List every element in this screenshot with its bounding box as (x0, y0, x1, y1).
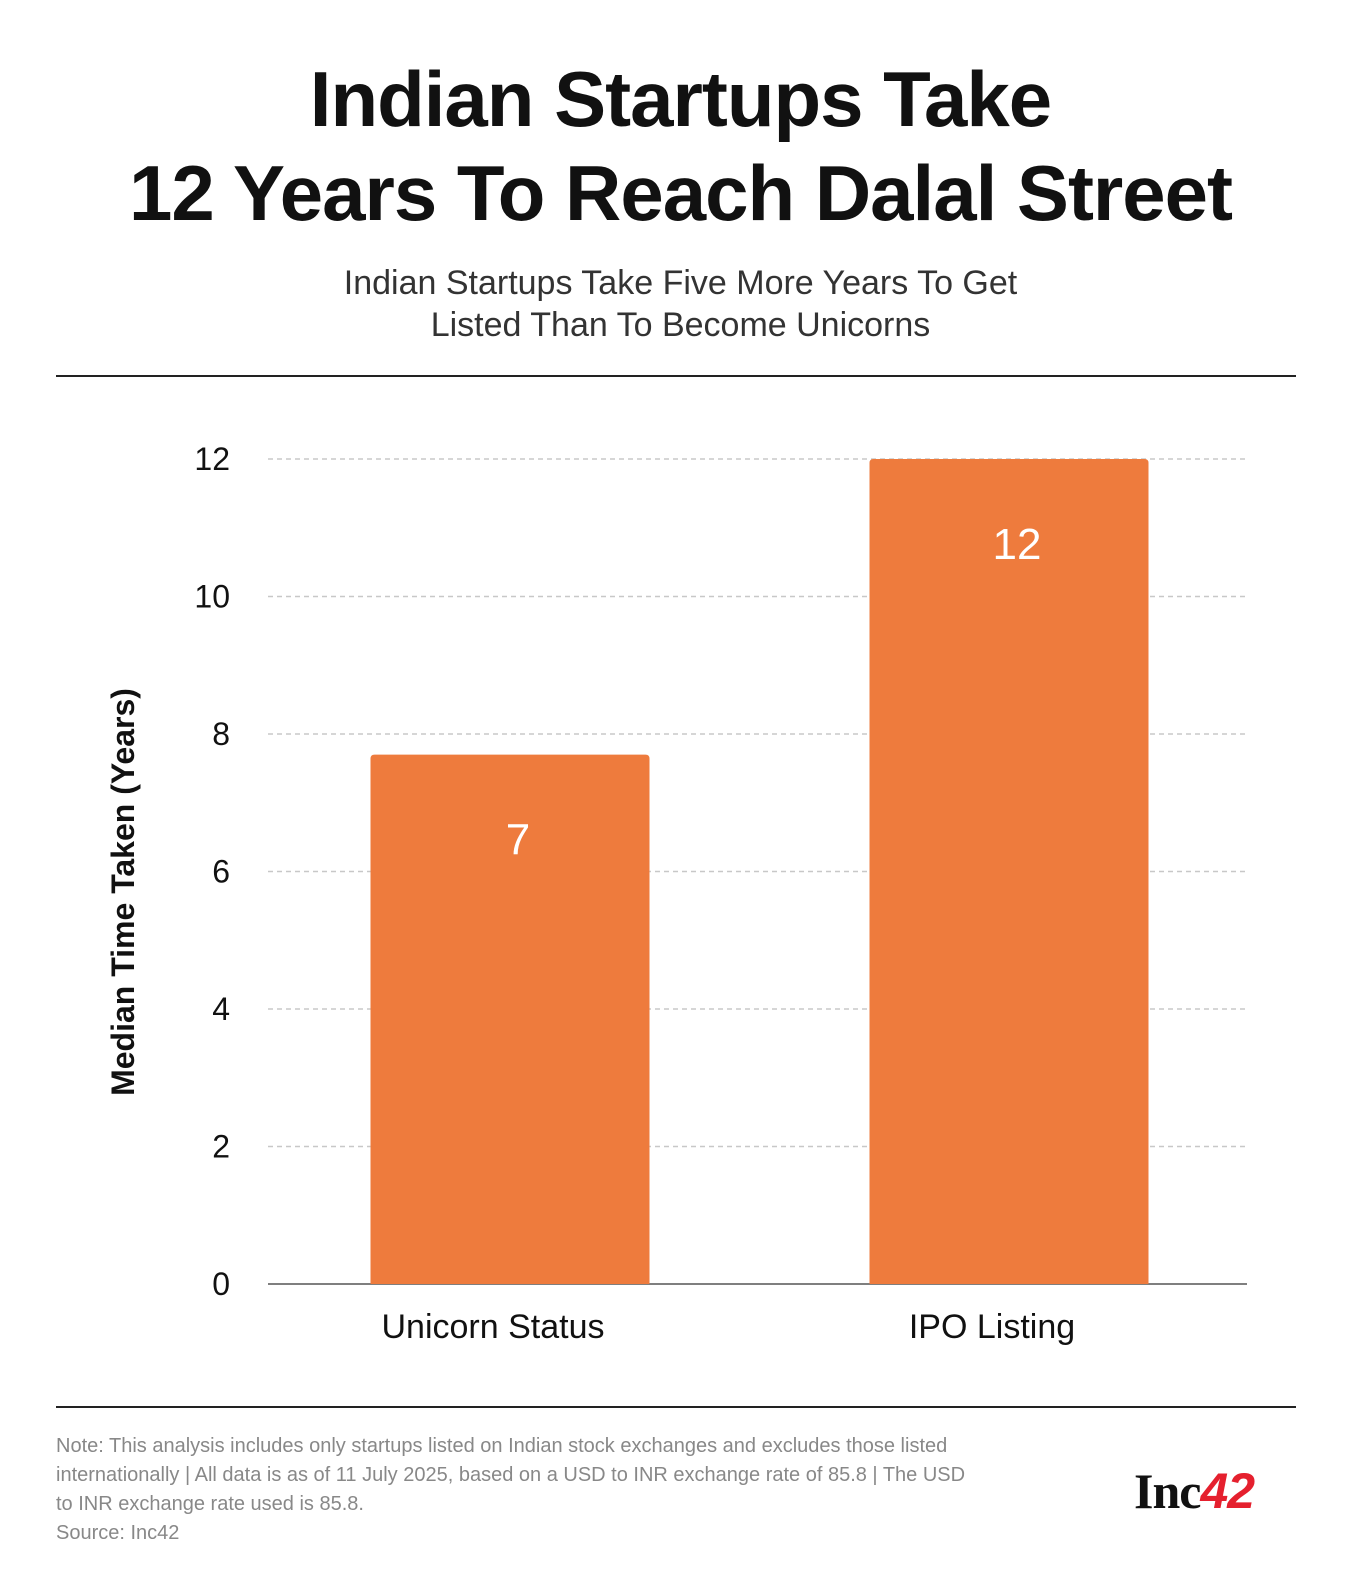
y-axis-label: Median Time Taken (Years) (105, 688, 141, 1096)
y-tick-label: 4 (212, 991, 230, 1027)
y-tick-label: 10 (194, 579, 230, 615)
footer-note: Note: This analysis includes only startu… (56, 1432, 976, 1548)
y-tick-label: 12 (194, 441, 230, 477)
title-line-2: 12 Years To Reach Dalal Street (128, 149, 1233, 237)
subtitle-line-2: Listed Than To Become Unicorns (430, 306, 931, 344)
bar-value-label: 12 (993, 520, 1042, 569)
y-tick-label: 6 (212, 854, 230, 890)
y-tick-label: 8 (212, 716, 230, 752)
source-text: Source: Inc42 (56, 1522, 180, 1544)
bar-value-label: 7 (506, 816, 530, 865)
x-category-label: IPO Listing (909, 1308, 1075, 1346)
subtitle-line-1: Indian Startups Take Five More Years To … (343, 264, 1018, 302)
note-text: Note: This analysis includes only startu… (56, 1435, 966, 1515)
y-tick-label: 0 (212, 1266, 230, 1302)
logo-text: Inc (1134, 1463, 1201, 1519)
logo-number: 42 (1200, 1463, 1255, 1519)
bar-chart: 0 2 4 6 8 10 12 Median Time Taken (Years) 7 Unico… (105, 441, 1247, 1346)
inc42-logo: Inc42 (1134, 1462, 1255, 1520)
title-line-1: Indian Startups Take (309, 55, 1052, 143)
bar-2 (869, 459, 1149, 1284)
x-category-label: Unicorn Status (382, 1308, 605, 1346)
chart-subtitle: Indian Startups Take Five More Years To … (0, 262, 1361, 346)
bottom-divider (56, 1406, 1296, 1408)
top-divider (56, 375, 1296, 377)
bar-1 (370, 754, 650, 1284)
y-tick-label: 2 (212, 1129, 230, 1165)
chart-title: Indian Startups Take 12 Years To Reach D… (0, 52, 1361, 240)
